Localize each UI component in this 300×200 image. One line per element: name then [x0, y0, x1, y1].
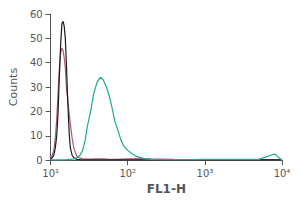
svg-text:10¹: 10¹	[42, 168, 59, 179]
svg-text:FL1-H: FL1-H	[147, 182, 186, 196]
svg-text:30: 30	[30, 82, 43, 93]
svg-text:10³: 10³	[197, 168, 214, 179]
svg-text:10⁴: 10⁴	[274, 168, 291, 179]
svg-text:40: 40	[30, 57, 43, 68]
svg-text:20: 20	[30, 106, 43, 117]
svg-text:10²: 10²	[119, 168, 136, 179]
svg-text:10: 10	[30, 130, 43, 141]
svg-text:50: 50	[30, 33, 43, 44]
svg-text:60: 60	[30, 9, 43, 20]
svg-text:Counts: Counts	[7, 68, 20, 107]
svg-text:0: 0	[36, 155, 42, 166]
